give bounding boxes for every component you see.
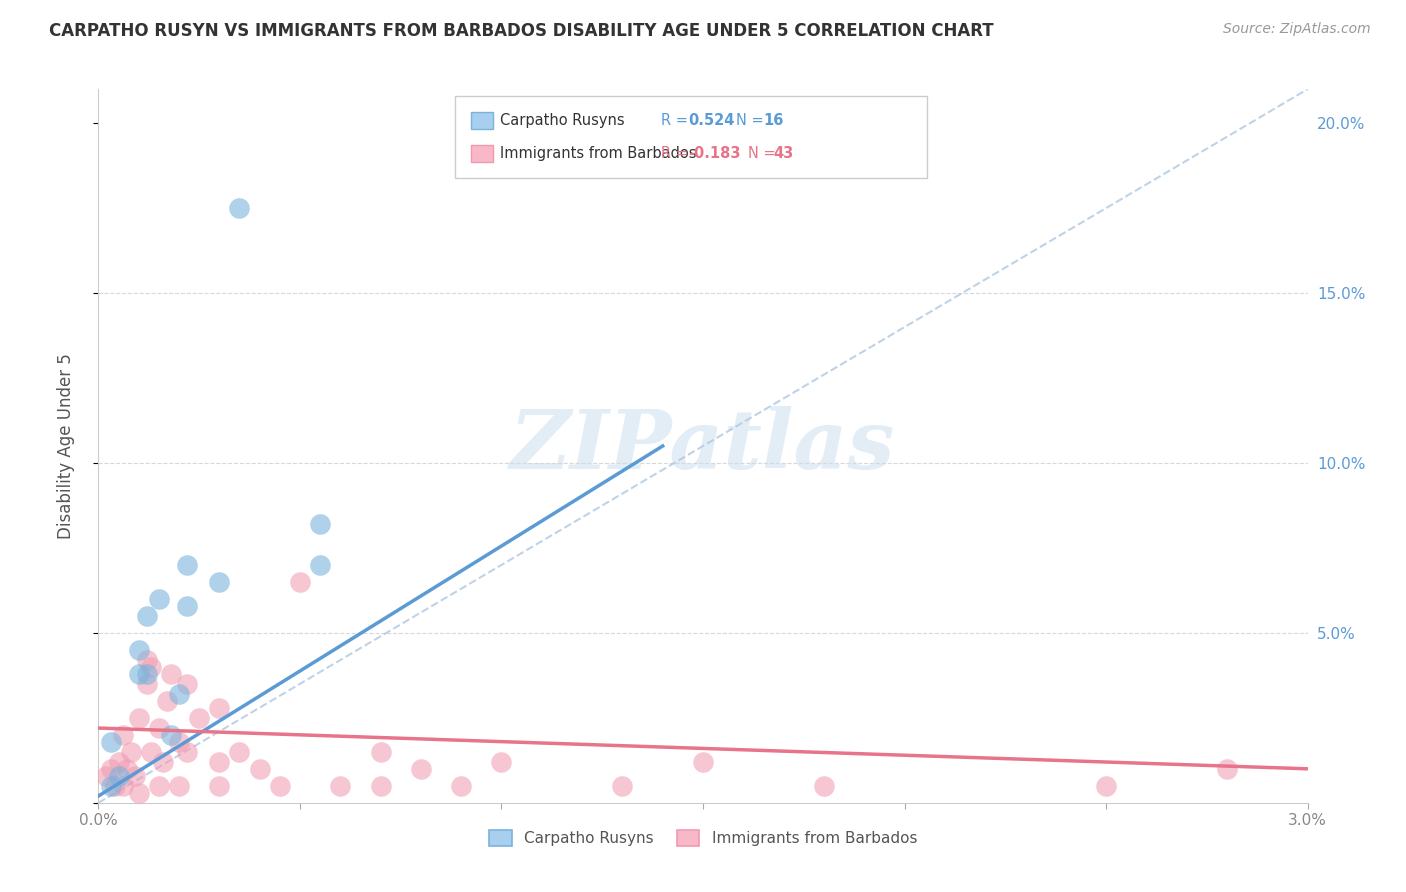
Point <box>139 745 162 759</box>
Point <box>813 779 835 793</box>
Point <box>288 574 311 589</box>
Text: 0.524: 0.524 <box>689 113 735 128</box>
Point <box>450 779 472 793</box>
Text: Source: ZipAtlas.com: Source: ZipAtlas.com <box>1223 22 1371 37</box>
Point <box>100 779 122 793</box>
Point <box>135 666 157 681</box>
Point <box>135 608 157 623</box>
Legend: Carpatho Rusyns, Immigrants from Barbados: Carpatho Rusyns, Immigrants from Barbado… <box>482 824 924 852</box>
Point <box>107 769 129 783</box>
Point <box>176 558 198 572</box>
Text: 16: 16 <box>763 113 783 128</box>
Point <box>148 779 170 793</box>
Point <box>148 591 170 606</box>
Point <box>160 666 183 681</box>
Point <box>692 755 714 769</box>
Point <box>309 558 332 572</box>
Point <box>96 769 118 783</box>
FancyBboxPatch shape <box>471 145 492 162</box>
Point <box>176 599 198 613</box>
Point <box>309 517 332 532</box>
Point <box>100 762 122 776</box>
Point <box>111 779 134 793</box>
Point <box>135 677 157 691</box>
Point <box>152 755 174 769</box>
Point <box>107 755 129 769</box>
Point <box>491 755 513 769</box>
Point <box>208 700 231 714</box>
Point <box>1095 779 1118 793</box>
Text: 43: 43 <box>773 146 793 161</box>
Point <box>188 711 211 725</box>
Point <box>1216 762 1239 776</box>
Point <box>115 762 138 776</box>
Point <box>167 687 190 701</box>
Point <box>128 711 150 725</box>
Text: Immigrants from Barbados: Immigrants from Barbados <box>501 146 696 161</box>
Point <box>167 734 190 748</box>
Point <box>176 745 198 759</box>
Point <box>128 666 150 681</box>
Point <box>228 745 250 759</box>
Point <box>128 786 150 800</box>
FancyBboxPatch shape <box>471 112 492 129</box>
Point <box>128 643 150 657</box>
Point <box>329 779 352 793</box>
Point <box>135 653 157 667</box>
Point <box>100 734 122 748</box>
Point <box>269 779 291 793</box>
Y-axis label: Disability Age Under 5: Disability Age Under 5 <box>56 353 75 539</box>
Text: R =: R = <box>661 113 688 128</box>
Point <box>208 779 231 793</box>
Point <box>208 574 231 589</box>
Point <box>370 779 392 793</box>
Point <box>156 694 179 708</box>
Point <box>228 201 250 215</box>
Point <box>139 660 162 674</box>
Point <box>124 769 146 783</box>
Point <box>111 728 134 742</box>
Point <box>249 762 271 776</box>
Text: ZIPatlas: ZIPatlas <box>510 406 896 486</box>
Point <box>409 762 432 776</box>
Point <box>103 779 125 793</box>
Text: R =: R = <box>661 146 688 161</box>
Point <box>208 755 231 769</box>
Point <box>612 779 634 793</box>
Text: CARPATHO RUSYN VS IMMIGRANTS FROM BARBADOS DISABILITY AGE UNDER 5 CORRELATION CH: CARPATHO RUSYN VS IMMIGRANTS FROM BARBAD… <box>49 22 994 40</box>
Text: Carpatho Rusyns: Carpatho Rusyns <box>501 113 624 128</box>
Point <box>148 721 170 735</box>
Text: N =: N = <box>735 113 763 128</box>
Point <box>176 677 198 691</box>
Point <box>120 745 142 759</box>
Text: N =: N = <box>748 146 775 161</box>
FancyBboxPatch shape <box>456 96 927 178</box>
Text: -0.183: -0.183 <box>689 146 741 161</box>
Point <box>167 779 190 793</box>
Point <box>160 728 183 742</box>
Point <box>370 745 392 759</box>
